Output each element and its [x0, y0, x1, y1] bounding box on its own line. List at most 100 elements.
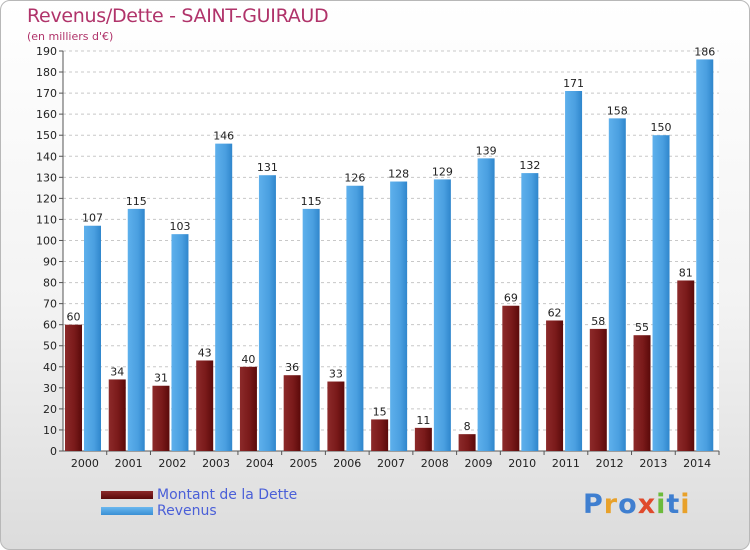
value-label-revenue-2008: 129 — [432, 165, 453, 178]
chart-subtitle: (en milliers d'€) — [27, 30, 114, 43]
bar-debt-2004 — [239, 366, 257, 451]
value-label-revenue-2012: 158 — [607, 104, 628, 117]
bar-debt-2008 — [414, 427, 432, 451]
bar-revenue-2001 — [127, 208, 145, 451]
logo-letter: i — [656, 489, 667, 520]
value-label-debt-2004: 40 — [241, 353, 255, 366]
x-tick-label-2000: 2000 — [71, 457, 99, 470]
value-label-debt-2008: 11 — [416, 414, 430, 427]
bar-debt-2001 — [108, 379, 126, 451]
x-tick-label-2013: 2013 — [639, 457, 667, 470]
value-label-revenue-2011: 171 — [563, 77, 584, 90]
value-label-revenue-2004: 131 — [257, 161, 278, 174]
logo-letter: r — [603, 489, 619, 520]
value-label-debt-2011: 62 — [548, 306, 562, 319]
y-tick-label: 80 — [43, 277, 57, 290]
value-label-revenue-2007: 128 — [388, 168, 409, 181]
x-tick-label-2011: 2011 — [552, 457, 580, 470]
value-label-revenue-2005: 115 — [301, 195, 322, 208]
bar-revenue-2002 — [171, 234, 189, 451]
value-label-debt-2010: 69 — [504, 292, 518, 305]
logo-letter: t — [666, 489, 681, 520]
x-tick-label-2001: 2001 — [115, 457, 143, 470]
bar-revenue-2011 — [565, 91, 583, 451]
x-tick-label-2006: 2006 — [333, 457, 361, 470]
logo-letter: o — [618, 489, 638, 520]
value-label-revenue-2010: 132 — [519, 159, 540, 172]
bar-revenue-2004 — [258, 175, 276, 452]
bar-debt-2003 — [196, 360, 214, 451]
value-label-debt-2012: 58 — [591, 315, 605, 328]
x-tick-label-2004: 2004 — [246, 457, 274, 470]
bar-debt-2005 — [283, 375, 301, 451]
logo-letter: x — [637, 489, 657, 520]
bar-debt-2013 — [633, 335, 651, 451]
legend-label-debt: Montant de la Dette — [157, 487, 298, 503]
y-tick-label: 70 — [43, 298, 57, 311]
value-label-revenue-2006: 126 — [344, 172, 365, 185]
bar-debt-2012 — [589, 328, 607, 451]
value-label-revenue-2009: 139 — [476, 144, 497, 157]
y-tick-label: 160 — [36, 108, 57, 121]
value-label-debt-2006: 33 — [329, 368, 343, 381]
bar-debt-2011 — [546, 320, 564, 451]
bar-revenue-2013 — [652, 135, 670, 452]
y-tick-label: 60 — [43, 319, 57, 332]
legend: Montant de la Dette Revenus — [101, 487, 297, 519]
value-label-debt-2013: 55 — [635, 321, 649, 334]
legend-swatch-debt — [101, 491, 153, 499]
y-tick-label: 0 — [50, 445, 57, 458]
y-tick-label: 170 — [36, 87, 57, 100]
bar-revenue-2009 — [477, 158, 495, 452]
value-label-debt-2014: 81 — [679, 266, 693, 279]
chart-title: Revenus/Dette - SAINT-GUIRAUD — [27, 5, 329, 27]
value-label-debt-2001: 34 — [110, 365, 124, 378]
legend-swatch-revenue — [101, 507, 153, 515]
x-tick-label-2003: 2003 — [202, 457, 230, 470]
y-tick-label: 50 — [43, 340, 57, 353]
value-label-debt-2005: 36 — [285, 361, 299, 374]
value-label-revenue-2001: 115 — [126, 195, 147, 208]
x-tick-label-2009: 2009 — [464, 457, 492, 470]
bar-debt-2010 — [502, 305, 520, 451]
value-label-debt-2000: 60 — [67, 311, 81, 324]
value-label-revenue-2002: 103 — [169, 220, 190, 233]
y-tick-label: 40 — [43, 361, 57, 374]
x-tick-label-2005: 2005 — [290, 457, 318, 470]
x-tick-label-2002: 2002 — [158, 457, 186, 470]
bar-debt-2002 — [152, 385, 170, 451]
legend-item-revenue: Revenus — [101, 503, 297, 519]
legend-label-revenue: Revenus — [157, 503, 217, 519]
bar-debt-2007 — [371, 419, 389, 451]
bar-revenue-2005 — [302, 208, 320, 451]
bar-revenue-2007 — [390, 181, 408, 452]
value-label-revenue-2014: 186 — [694, 45, 715, 58]
value-label-revenue-2003: 146 — [213, 130, 234, 143]
y-tick-label: 190 — [36, 45, 57, 58]
bar-debt-2009 — [458, 434, 476, 451]
value-label-debt-2003: 43 — [198, 346, 212, 359]
value-label-revenue-2000: 107 — [82, 212, 103, 225]
proxiti-logo: Proxiti — [583, 489, 691, 520]
labels-layer: 0 10 20 30 40 50 60 70 80 90 100 110 120 130 140 150 160… — [36, 45, 715, 470]
y-tick-label: 120 — [36, 192, 57, 205]
x-tick-label-2008: 2008 — [421, 457, 449, 470]
value-label-debt-2002: 31 — [154, 372, 168, 385]
bar-revenue-2014 — [696, 59, 714, 451]
y-tick-label: 180 — [36, 66, 57, 79]
x-tick-label-2014: 2014 — [683, 457, 711, 470]
y-tick-label: 110 — [36, 213, 57, 226]
bar-debt-2006 — [327, 381, 345, 451]
y-tick-label: 150 — [36, 129, 57, 142]
logo-letter: P — [583, 489, 604, 520]
value-label-debt-2007: 15 — [373, 405, 387, 418]
bars-layer — [65, 59, 714, 452]
x-tick-label-2007: 2007 — [377, 457, 405, 470]
bar-revenue-2000 — [84, 225, 101, 451]
bar-revenue-2006 — [346, 185, 364, 451]
legend-item-debt: Montant de la Dette — [101, 487, 297, 503]
y-tick-label: 20 — [43, 403, 57, 416]
y-tick-label: 140 — [36, 150, 57, 163]
